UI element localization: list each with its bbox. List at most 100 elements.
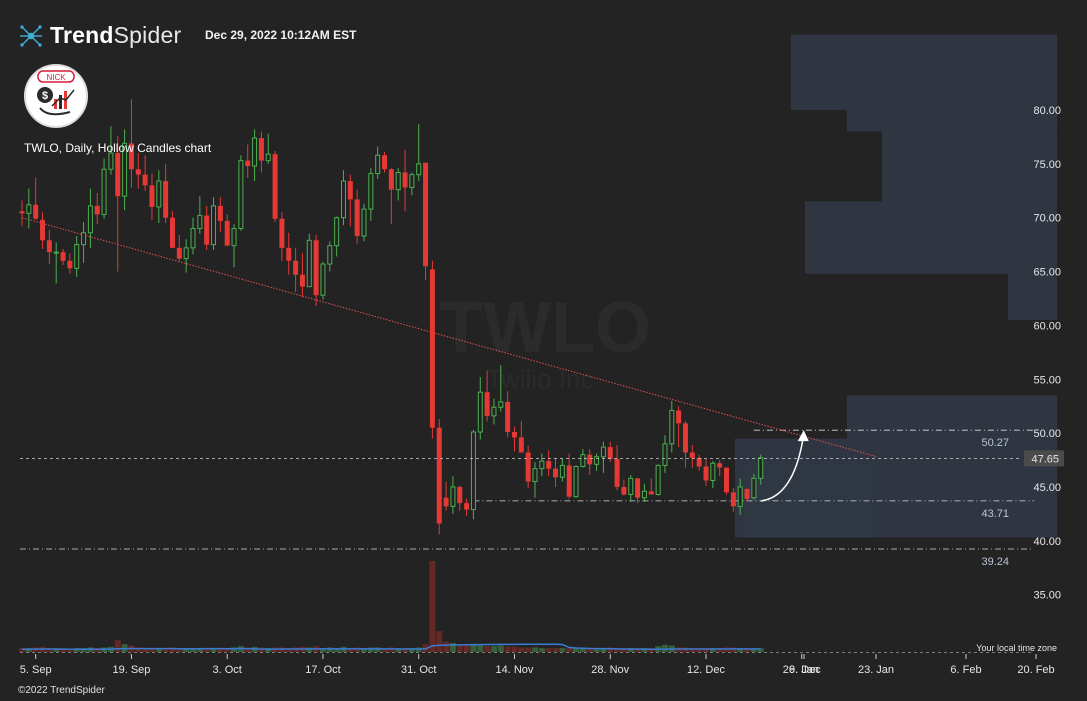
candle-body: [628, 477, 634, 495]
candle: [46, 229, 52, 265]
candle-body: [696, 457, 702, 467]
volume-bar: [703, 648, 709, 652]
candle: [669, 400, 675, 453]
timestamp: Dec 29, 2022 10:12AM EST: [205, 28, 357, 42]
candle: [717, 460, 723, 477]
candle-body: [286, 247, 292, 261]
candle-body: [751, 477, 757, 499]
candle-body: [361, 208, 367, 237]
candle: [457, 485, 463, 511]
volume-bar: [477, 644, 484, 652]
volume-bar: [573, 648, 580, 652]
candle-body: [635, 478, 641, 498]
volume-bar: [456, 644, 463, 652]
candle-body: [272, 154, 278, 219]
candle: [19, 200, 25, 227]
trendspider-logo[interactable]: TrendSpider: [18, 22, 181, 49]
candle: [313, 234, 319, 307]
candle-body: [388, 169, 394, 190]
candle-body: [491, 406, 497, 417]
volume-bar: [737, 648, 744, 652]
candle: [156, 170, 162, 224]
candle-body: [436, 427, 442, 524]
candle: [272, 150, 278, 223]
volume-bar: [217, 648, 224, 652]
candle: [293, 247, 299, 293]
candle: [710, 461, 716, 489]
candle-body: [313, 240, 319, 296]
volume-bar: [470, 644, 477, 652]
candle-body: [703, 466, 709, 481]
y-tick-label: 50.00: [1033, 428, 1061, 440]
volume-bar: [429, 561, 436, 652]
candle: [231, 224, 237, 268]
candle-body: [409, 174, 415, 189]
volume-bar: [511, 646, 518, 652]
volume-bar: [730, 647, 737, 652]
y-tick-label: 80.00: [1033, 105, 1061, 117]
candle-body: [217, 205, 223, 221]
candle-body: [416, 163, 422, 176]
local-time-note[interactable]: Your local time zone: [976, 643, 1057, 653]
candle-body: [327, 245, 333, 265]
candle-body: [238, 160, 244, 229]
candle: [505, 391, 511, 438]
volume-profile-bar: [882, 131, 1057, 202]
candle: [74, 236, 80, 277]
volume-bar: [648, 648, 655, 652]
candle: [279, 212, 285, 261]
level-label: 39.24: [981, 556, 1009, 568]
candle-body: [74, 244, 80, 269]
volume-bar: [490, 646, 497, 652]
candle-body: [655, 464, 661, 495]
x-tick-label: 6. Feb: [950, 664, 981, 676]
candle-body: [340, 180, 346, 219]
highlight-zone: [745, 460, 875, 538]
candle: [101, 158, 107, 219]
volume-bar: [484, 646, 491, 652]
candle: [252, 129, 258, 182]
candle-body: [176, 247, 182, 259]
level-label: 50.27: [981, 437, 1009, 449]
candle-body: [717, 463, 723, 468]
price-levels: 50.27 43.71 39.24: [20, 429, 1034, 568]
volume-bar: [94, 648, 101, 652]
x-tick-label: 26. Dec: [783, 664, 821, 676]
candle-body: [149, 185, 155, 207]
candle: [33, 177, 39, 220]
candle: [470, 429, 476, 520]
candle-body: [580, 454, 586, 467]
candle: [662, 435, 668, 473]
candle-body: [600, 446, 606, 458]
candle: [388, 168, 394, 225]
y-tick-label: 70.00: [1033, 213, 1061, 225]
candle: [614, 444, 620, 491]
volume-bar: [443, 641, 450, 652]
y-tick-label: 65.00: [1033, 267, 1061, 279]
candle: [142, 155, 148, 191]
candle-body: [648, 491, 654, 495]
candle-body: [457, 486, 463, 504]
candle: [128, 99, 134, 188]
volume-bar: [265, 648, 272, 652]
volume-bar: [750, 648, 757, 652]
candles: [19, 99, 764, 535]
candle: [395, 168, 401, 201]
avatar[interactable]: NICK $: [24, 64, 88, 128]
volume-bar: [148, 648, 155, 652]
volume-profile-bar: [1008, 273, 1057, 321]
candle: [546, 450, 552, 477]
candle: [587, 449, 593, 476]
candle: [559, 457, 565, 482]
trendline[interactable]: [21, 217, 878, 458]
projection-arrow[interactable]: [760, 430, 809, 502]
candle-body: [53, 251, 59, 254]
candle-body: [211, 205, 217, 246]
y-tick-label: 45.00: [1033, 482, 1061, 494]
candle: [354, 189, 360, 244]
candle-body: [737, 486, 743, 507]
candle-body: [470, 431, 476, 511]
candle-body: [81, 232, 87, 246]
candle: [265, 133, 271, 164]
